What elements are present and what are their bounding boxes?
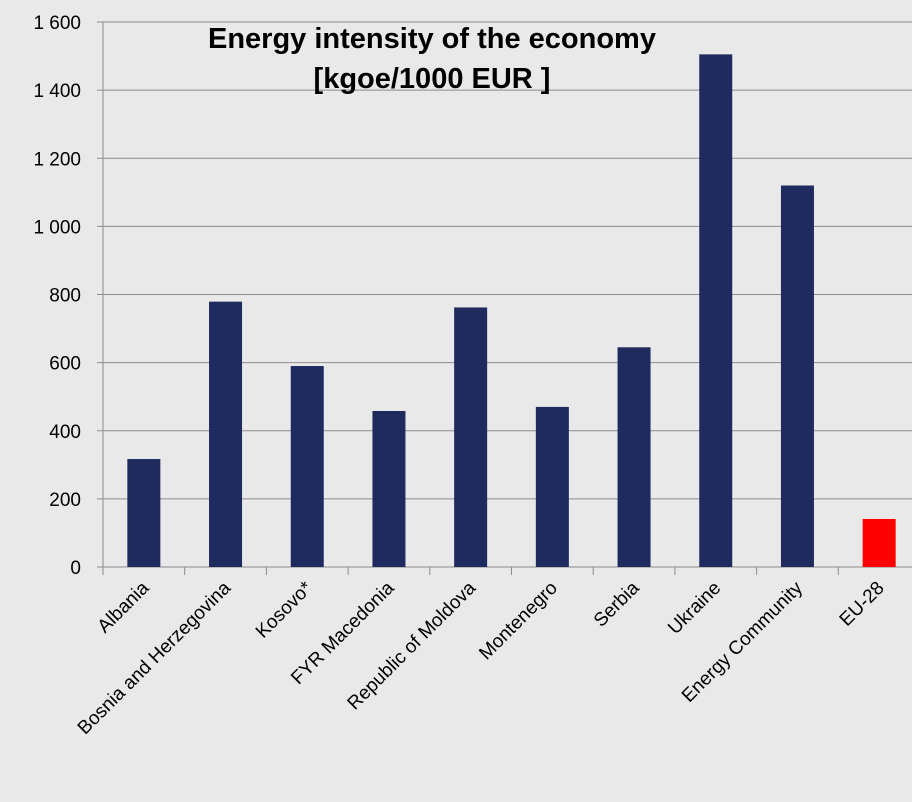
y-tick-label: 1 400: [33, 81, 81, 102]
x-tick-label: Serbia: [590, 577, 644, 631]
bar: [290, 366, 324, 567]
y-tick-label: 600: [49, 354, 81, 375]
bar: [127, 459, 161, 567]
bar: [780, 185, 814, 567]
bar: [699, 54, 733, 567]
x-tick-label: Kosovo*: [252, 577, 317, 642]
bar: [372, 410, 406, 567]
bar: [617, 347, 651, 567]
x-tick-label: Montenegro: [475, 578, 562, 665]
y-tick-label: 1 000: [33, 217, 81, 238]
x-tick-label: Albania: [94, 577, 154, 637]
y-tick-labels: 0 200 400 600 800 1 000 1 200 1 400 1 600: [33, 13, 81, 579]
y-tick-label: 1 600: [33, 13, 81, 34]
y-tick-label: 200: [49, 490, 81, 511]
x-tick-label: Ukraine: [664, 578, 725, 639]
bar: [862, 518, 896, 567]
bar: [209, 301, 243, 567]
bar: [454, 307, 488, 567]
bars: [127, 54, 896, 567]
x-tick-label: Bosnia and Herzegovina: [74, 577, 236, 739]
chart-title-line2: [kgoe/1000 EUR ]: [314, 63, 551, 95]
y-tick-label: 0: [70, 558, 81, 579]
chart-title-line1: Energy intensity of the economy: [208, 23, 656, 55]
y-tick-label: 400: [49, 422, 81, 443]
bar: [535, 406, 569, 567]
x-tick-label: EU-28: [836, 578, 889, 631]
y-tick-label: 1 200: [33, 149, 81, 170]
y-tick-label: 800: [49, 286, 81, 307]
